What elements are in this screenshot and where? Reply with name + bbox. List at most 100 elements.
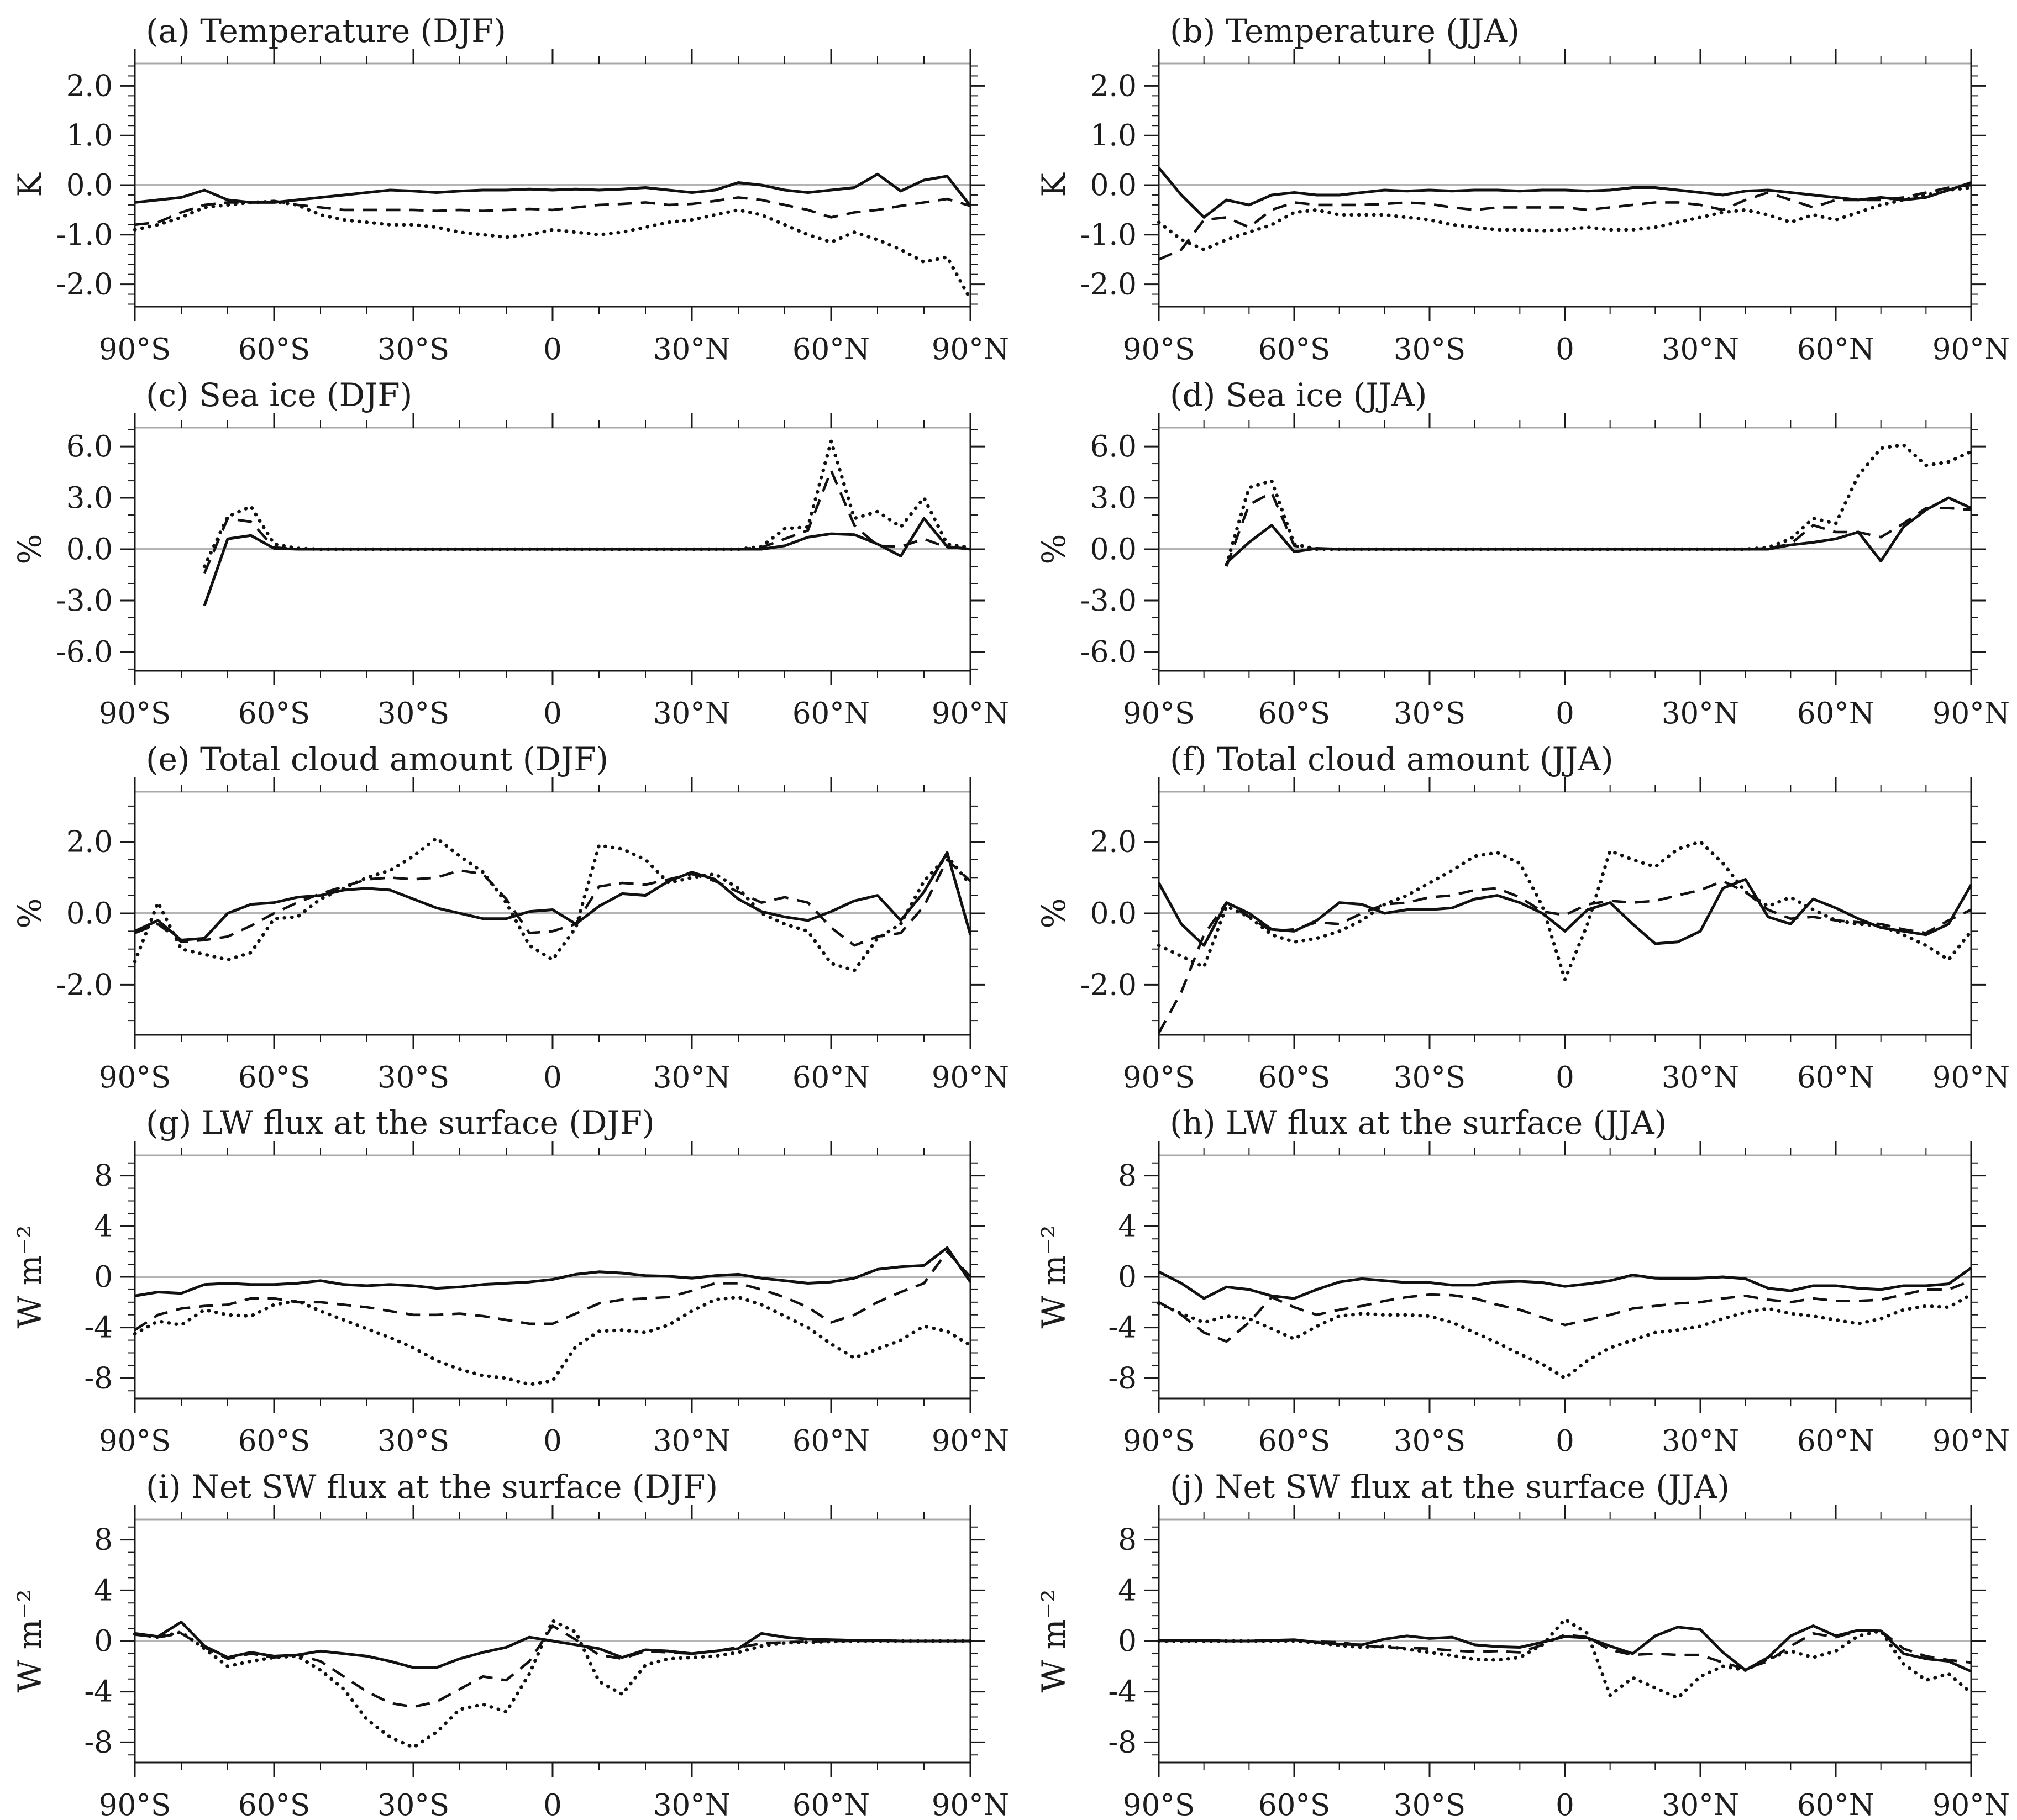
y-tick-label: -3.0 bbox=[1080, 584, 1137, 618]
y-axis-unit-label: % bbox=[1035, 534, 1073, 564]
x-axis: 90°S 60°S 30°S 0 30°N 60°N 90°N bbox=[99, 49, 1009, 366]
x-tick-label: 60°S bbox=[238, 697, 310, 730]
x-tick-label: 60°N bbox=[792, 1789, 870, 1820]
x-tick-label: 30°N bbox=[1662, 1424, 1739, 1458]
x-tick-label: 30°S bbox=[1394, 333, 1466, 366]
x-tick-label: 30°N bbox=[1662, 697, 1739, 730]
y-tick-label: 6.0 bbox=[1090, 430, 1137, 464]
y-tick-label: 4 bbox=[1118, 1210, 1137, 1244]
y-axis-unit-label: % bbox=[11, 898, 49, 928]
x-axis: 90°S 60°S 30°S 0 30°N 60°N 90°N bbox=[1123, 413, 2010, 730]
panel-d: (d) Sea ice (JJA) 90°S 60°S 30°S 0 30°N 60°N 90… bbox=[1008, 364, 2017, 730]
y-tick-label: 8 bbox=[94, 1523, 113, 1557]
x-tick-label: 90°N bbox=[1932, 1789, 2010, 1820]
x-tick-label: 30°S bbox=[1394, 1424, 1466, 1458]
panel-f: (f) Total cloud amount (JJA) 90°S 60°S 30°S… bbox=[1008, 728, 2017, 1095]
x-tick-label: 0 bbox=[543, 1424, 562, 1458]
x-tick-label: 90°N bbox=[1932, 333, 2010, 366]
x-tick-label: 60°N bbox=[792, 1424, 870, 1458]
y-axis: 2.0 1.0 0.0 -1.0 -2.0 bbox=[56, 65, 985, 305]
panel-f-plot: 90°S 60°S 30°S 0 30°N 60°N 90°N 2.0 0.0 -2.0% bbox=[1035, 777, 2010, 1095]
y-tick-label: -8 bbox=[84, 1362, 113, 1396]
panel-g-plot: 90°S 60°S 30°S 0 30°N 60°N 90°N 8 4 0 -4 -8 W m⁻² bbox=[11, 1141, 1009, 1458]
x-tick-label: 30°N bbox=[653, 333, 731, 366]
y-axis: 8 4 0 -4 -8 bbox=[1108, 1159, 1986, 1396]
y-axis-unit-label: K bbox=[11, 172, 49, 197]
y-tick-label: 0.0 bbox=[1090, 897, 1137, 930]
panel-j-title: (j) Net SW flux at the surface (JJA) bbox=[1170, 1468, 1730, 1506]
y-tick-label: 0.0 bbox=[66, 169, 113, 202]
x-tick-label: 60°N bbox=[1797, 1061, 1874, 1095]
x-tick-label: 90°N bbox=[932, 697, 1009, 730]
y-axis: 6.0 3.0 0.0 -3.0 -6.0 bbox=[56, 428, 985, 670]
y-tick-label: -1.0 bbox=[1080, 218, 1137, 252]
panel-b-plot: 90°S 60°S 30°S 0 30°N 60°N 90°N 2.0 1.0 0.0 -1.0 -2… bbox=[1035, 49, 2010, 366]
y-axis: 6.0 3.0 0.0 -3.0 -6.0 bbox=[1080, 428, 1986, 670]
y-tick-label: -4 bbox=[84, 1675, 113, 1709]
x-axis: 90°S 60°S 30°S 0 30°N 60°N 90°N bbox=[1123, 1505, 2010, 1820]
x-tick-label: 60°N bbox=[1797, 333, 1874, 366]
panel-a-title: (a) Temperature (DJF) bbox=[146, 12, 506, 50]
x-tick-label: 0 bbox=[1556, 333, 1574, 366]
y-tick-label: -8 bbox=[1108, 1726, 1137, 1760]
x-tick-label: 90°S bbox=[99, 1424, 171, 1458]
x-tick-label: 30°S bbox=[377, 1424, 449, 1458]
y-tick-label: 0 bbox=[1118, 1624, 1137, 1658]
x-tick-label: 60°S bbox=[1258, 333, 1330, 366]
y-tick-label: -6.0 bbox=[1080, 635, 1137, 669]
x-tick-label: 90°N bbox=[932, 333, 1009, 366]
y-tick-label: 4 bbox=[1118, 1574, 1137, 1608]
solid-series-line bbox=[134, 851, 972, 941]
x-tick-label: 60°S bbox=[238, 333, 310, 366]
x-tick-label: 30°N bbox=[1662, 333, 1739, 366]
y-tick-label: 4 bbox=[94, 1210, 113, 1244]
x-tick-label: 90°N bbox=[932, 1424, 1009, 1458]
dotted-series-line bbox=[1157, 186, 1973, 251]
x-tick-label: 90°N bbox=[1932, 1424, 2010, 1458]
y-tick-label: -2.0 bbox=[1080, 968, 1137, 1002]
dashed-series-line bbox=[134, 196, 971, 227]
panel-e-title: (e) Total cloud amount (DJF) bbox=[146, 740, 609, 778]
solid-series-line bbox=[134, 1621, 970, 1669]
panel-d-plot: 90°S 60°S 30°S 0 30°N 60°N 90°N 6.0 3.0 0.0 -3.0 -6… bbox=[1035, 413, 2010, 730]
x-tick-label: 60°S bbox=[1258, 1424, 1330, 1458]
dotted-series-line bbox=[133, 199, 973, 301]
x-tick-label: 30°N bbox=[653, 1424, 731, 1458]
x-tick-label: 60°N bbox=[792, 697, 870, 730]
panel-d-title: (d) Sea ice (JJA) bbox=[1170, 376, 1427, 414]
x-tick-label: 90°S bbox=[1123, 1424, 1195, 1458]
x-tick-label: 90°S bbox=[99, 333, 171, 366]
y-tick-label: -8 bbox=[1108, 1362, 1137, 1396]
x-tick-label: 60°S bbox=[1258, 1789, 1330, 1820]
x-tick-label: 90°S bbox=[99, 1061, 171, 1095]
x-tick-label: 60°N bbox=[1797, 1789, 1874, 1820]
dotted-series-line bbox=[133, 1295, 973, 1387]
panel-h-title: (h) LW flux at the surface (JJA) bbox=[1170, 1104, 1667, 1142]
solid-series-line bbox=[1157, 877, 1973, 947]
x-tick-label: 90°S bbox=[99, 697, 171, 730]
x-tick-label: 30°S bbox=[377, 697, 449, 730]
x-tick-label: 30°S bbox=[1394, 1789, 1466, 1820]
x-tick-label: 30°S bbox=[377, 1789, 449, 1820]
x-tick-label: 60°N bbox=[1797, 697, 1874, 730]
y-tick-label: 0.0 bbox=[66, 533, 113, 566]
x-tick-label: 90°N bbox=[932, 1789, 1009, 1820]
solid-series-line bbox=[1225, 496, 1972, 564]
x-tick-label: 60°N bbox=[792, 1061, 870, 1095]
panel-j-plot: 90°S 60°S 30°S 0 30°N 60°N 90°N 8 4 0 -4 -8 W m⁻² bbox=[1035, 1505, 2010, 1820]
y-tick-label: -2.0 bbox=[56, 968, 113, 1002]
x-tick-label: 90°S bbox=[1123, 1789, 1195, 1820]
panel-e-plot: 90°S 60°S 30°S 0 30°N 60°N 90°N 2.0 0.0 -2.0% bbox=[11, 777, 1009, 1095]
panel-g: (g) LW flux at the surface (DJF) 90°S 60°S… bbox=[0, 1092, 1009, 1458]
panel-a-plot: 90°S 60°S 30°S 0 30°N 60°N 90°N 2.0 1.0 0.0 -1.0 -2… bbox=[11, 49, 1009, 366]
dashed-series-line bbox=[134, 1250, 971, 1332]
y-tick-label: 2.0 bbox=[1090, 69, 1137, 103]
x-tick-label: 90°N bbox=[932, 1061, 1009, 1095]
panel-h: (h) LW flux at the surface (JJA) 90°S 60°S… bbox=[1008, 1092, 2017, 1458]
x-tick-label: 90°S bbox=[1123, 333, 1195, 366]
y-tick-label: 1.0 bbox=[66, 119, 113, 152]
x-tick-label: 0 bbox=[1556, 1061, 1574, 1095]
y-tick-label: 0.0 bbox=[1090, 169, 1137, 202]
dashed-series-line bbox=[1158, 183, 1972, 261]
